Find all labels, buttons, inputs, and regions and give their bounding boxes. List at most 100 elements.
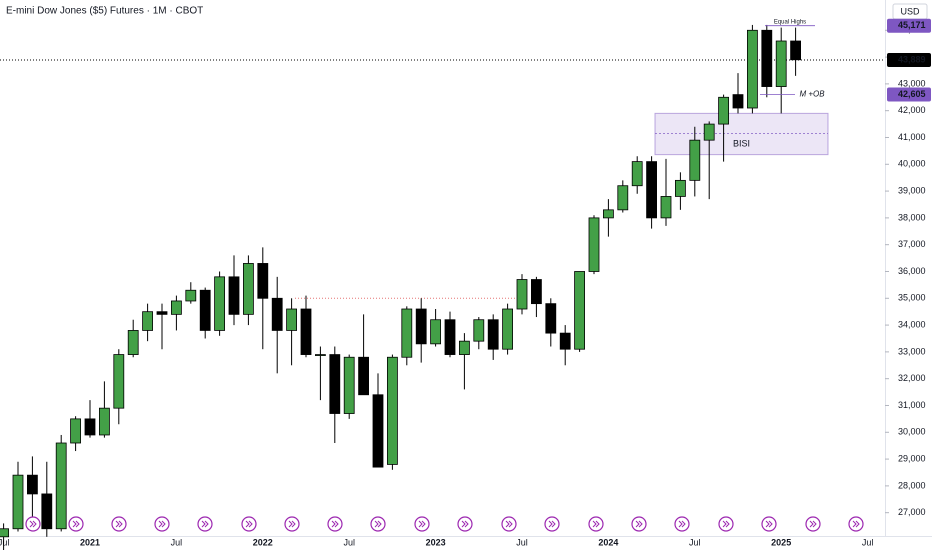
x-tick-label: Jul bbox=[862, 537, 874, 547]
candle-body bbox=[12, 474, 24, 530]
event-icon-glyph bbox=[72, 520, 80, 528]
event-icon-glyph bbox=[201, 520, 209, 528]
event-icon-glyph bbox=[29, 520, 37, 528]
y-tick-label: 43,000 bbox=[898, 78, 926, 88]
x-tick-label: Jul bbox=[516, 537, 528, 547]
candle-body bbox=[228, 276, 240, 315]
event-icon-glyph bbox=[158, 520, 166, 528]
bisi-zone bbox=[654, 112, 829, 156]
event-icon-glyph bbox=[765, 520, 773, 528]
x-tick-label: 2024 bbox=[598, 537, 618, 547]
candle-body bbox=[113, 354, 125, 409]
candle-body bbox=[703, 123, 715, 141]
candle-body bbox=[372, 394, 384, 468]
candle-body bbox=[646, 161, 657, 219]
price-level-label: 43,889 bbox=[898, 54, 926, 64]
candle-body bbox=[84, 418, 96, 436]
x-tick-label: 2022 bbox=[253, 537, 273, 547]
y-tick-label: 42,000 bbox=[898, 105, 926, 115]
candle-body bbox=[156, 311, 168, 315]
y-tick-label: 31,000 bbox=[898, 400, 926, 410]
event-icon-glyph bbox=[678, 520, 686, 528]
event-icon-glyph bbox=[115, 520, 123, 528]
candle-body bbox=[41, 493, 53, 530]
event-icon-glyph bbox=[418, 520, 426, 528]
price-level-label: 42,605 bbox=[898, 89, 926, 99]
candle-body bbox=[502, 308, 514, 350]
price-level-box bbox=[887, 18, 931, 33]
event-icon-glyph bbox=[852, 520, 860, 528]
y-tick-label: 37,000 bbox=[898, 239, 926, 249]
candle-body bbox=[603, 209, 614, 219]
y-tick-label: 36,000 bbox=[898, 266, 926, 276]
candle-body bbox=[631, 161, 643, 187]
candle-body bbox=[271, 297, 283, 331]
price-level-box bbox=[887, 53, 931, 68]
y-tick-label: 40,000 bbox=[898, 159, 926, 169]
event-icon-glyph bbox=[461, 520, 469, 528]
candle-body bbox=[617, 185, 629, 211]
y-tick-label: 28,000 bbox=[898, 480, 926, 490]
x-tick-label: Jul bbox=[343, 537, 355, 547]
candle-body bbox=[588, 217, 600, 272]
candle-body bbox=[343, 356, 355, 414]
x-tick-label: 2023 bbox=[426, 537, 446, 547]
zone-label: BISI bbox=[733, 138, 750, 148]
price-level-label: 45,171 bbox=[898, 20, 926, 30]
y-tick-label: 38,000 bbox=[898, 212, 926, 222]
candle-body bbox=[214, 276, 226, 331]
candle-body bbox=[242, 263, 254, 315]
candle-body bbox=[430, 319, 442, 345]
candle-body bbox=[473, 319, 485, 342]
candle-body bbox=[358, 356, 370, 396]
x-tick-label: Jul bbox=[171, 537, 183, 547]
candle-body bbox=[386, 356, 398, 465]
event-icon-glyph bbox=[288, 520, 296, 528]
candle-body bbox=[559, 332, 571, 350]
currency[interactable]: USD bbox=[900, 6, 920, 16]
y-tick-label: 32,000 bbox=[898, 373, 926, 383]
event-icon-glyph bbox=[635, 520, 643, 528]
chart-title: E-mini Dow Jones ($5) Futures · 1M · CBO… bbox=[6, 6, 203, 17]
price-level-box bbox=[887, 87, 931, 102]
x-tick-label: Jul bbox=[689, 537, 701, 547]
candle-body bbox=[444, 319, 456, 355]
candle-body bbox=[185, 289, 197, 302]
event-icon-glyph bbox=[245, 520, 253, 528]
candle-body bbox=[732, 94, 744, 109]
candle-body bbox=[675, 179, 686, 197]
candle-body bbox=[718, 96, 729, 125]
candle-body bbox=[574, 271, 585, 350]
candle-body bbox=[300, 308, 312, 355]
event-icon-glyph bbox=[722, 520, 730, 528]
candle-body bbox=[26, 474, 38, 495]
event-icon-glyph bbox=[374, 520, 382, 528]
candle-body bbox=[487, 319, 499, 350]
candle-body bbox=[0, 528, 10, 538]
x-tick-label: 2025 bbox=[771, 537, 791, 547]
candle-body bbox=[415, 308, 427, 345]
candle-body bbox=[689, 139, 701, 181]
candle-body bbox=[458, 340, 470, 355]
candle-body bbox=[99, 407, 110, 436]
candle-body bbox=[660, 196, 672, 219]
candle-body bbox=[775, 40, 787, 87]
candle-body bbox=[314, 354, 326, 356]
y-tick-label: 41,000 bbox=[898, 132, 926, 142]
y-tick-label: 39,000 bbox=[898, 185, 926, 195]
y-tick-label: 33,000 bbox=[898, 346, 926, 356]
y-tick-label: 30,000 bbox=[898, 427, 926, 437]
candle-body bbox=[747, 29, 758, 109]
event-icon-glyph bbox=[505, 520, 513, 528]
y-tick-label: 34,000 bbox=[898, 319, 926, 329]
candle-body bbox=[401, 308, 413, 358]
candle-body bbox=[142, 311, 154, 331]
candle-body bbox=[286, 308, 298, 331]
candle-body bbox=[516, 279, 528, 310]
event-icon-glyph bbox=[548, 520, 556, 528]
y-tick-label: 29,000 bbox=[898, 453, 926, 463]
event-icon-glyph bbox=[331, 520, 339, 528]
candle-body bbox=[790, 40, 801, 61]
